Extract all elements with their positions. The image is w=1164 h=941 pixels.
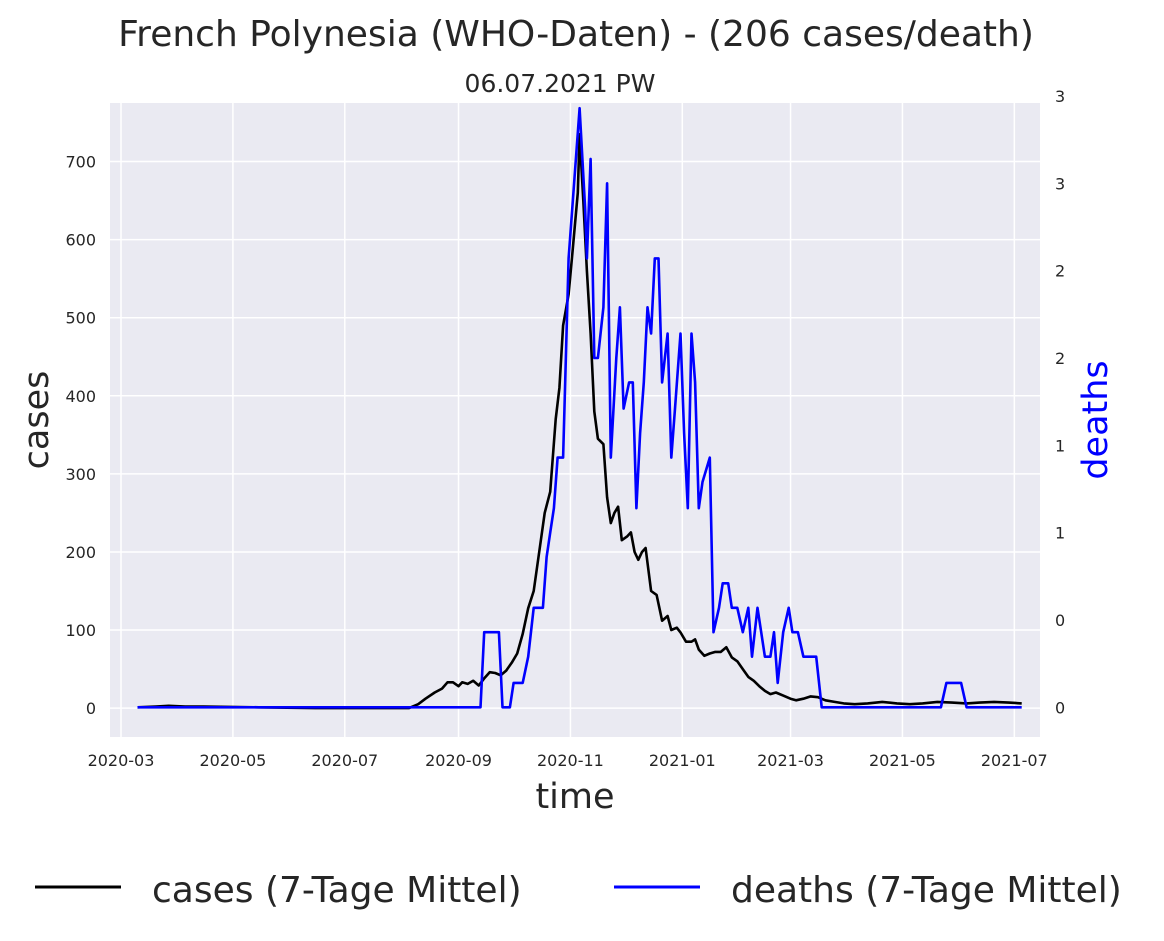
legend-cases-label: cases (7-Tage Mittel) (152, 870, 522, 911)
y-right-tick-label: 1 (1055, 524, 1065, 543)
x-axis-label: time (535, 777, 614, 817)
x-tick-label: 2021-07 (981, 751, 1048, 770)
deaths-line (137, 106, 1022, 709)
y-right-tick-label: 1 (1055, 436, 1065, 455)
y-left-tick-label: 200 (65, 543, 96, 562)
x-tick-label: 2020-03 (88, 751, 155, 770)
y-right-tick-label: 2 (1055, 262, 1065, 281)
y-left-tick-label: 400 (65, 387, 96, 406)
y-axis-right-label: deaths (1076, 360, 1116, 479)
y-right-tick-label: 2 (1055, 349, 1065, 368)
x-tick-label: 2021-01 (649, 751, 716, 770)
x-tick-label: 2020-09 (425, 751, 492, 770)
x-tick-label: 2020-11 (537, 751, 604, 770)
ticks: 2020-03 2020-05 2020-07 2020-09 2020-11 2021-… (65, 87, 1065, 770)
chart-subtitle: 06.07.2021 PW (465, 69, 656, 98)
plot-area (110, 103, 1040, 737)
y-left-tick-label: 0 (86, 699, 96, 718)
series-layer (137, 106, 1022, 710)
y-right-tick-label: 0 (1055, 611, 1065, 630)
x-tick-label: 2020-07 (311, 751, 378, 770)
y-right-tick-label: 3 (1055, 174, 1065, 193)
legend: cases (7-Tage Mittel) deaths (7-Tage Mit… (35, 870, 1122, 911)
y-left-tick-label: 700 (65, 153, 96, 172)
y-left-tick-label: 100 (65, 621, 96, 640)
x-tick-label: 2021-05 (869, 751, 936, 770)
x-tick-label: 2021-03 (757, 751, 824, 770)
legend-deaths-label: deaths (7-Tage Mittel) (731, 870, 1122, 911)
y-left-tick-label: 300 (65, 465, 96, 484)
y-right-tick-label: 0 (1055, 698, 1065, 717)
x-tick-label: 2020-05 (199, 751, 266, 770)
y-left-tick-label: 600 (65, 231, 96, 250)
chart-title: French Polynesia (WHO-Daten) - (206 case… (118, 14, 1034, 55)
y-axis-left-label: cases (17, 371, 57, 470)
y-right-tick-label: 3 (1055, 87, 1065, 106)
y-left-tick-label: 500 (65, 309, 96, 328)
cases-line (137, 132, 1022, 710)
